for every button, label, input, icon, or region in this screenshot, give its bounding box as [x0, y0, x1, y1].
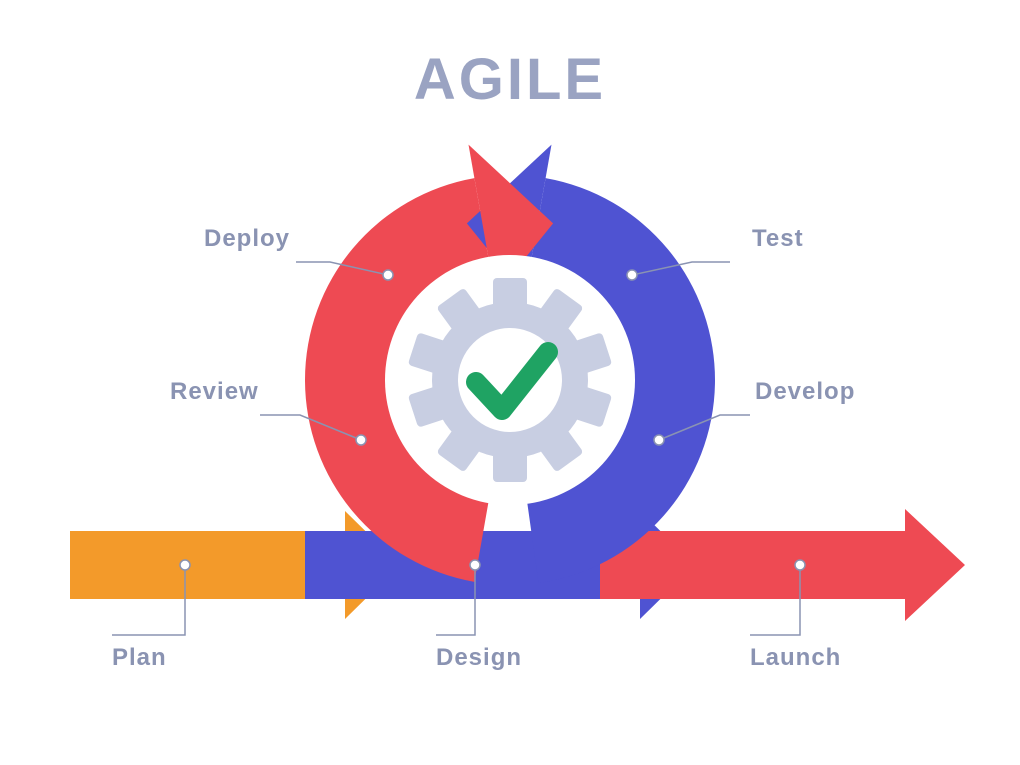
leader-dot-review [356, 435, 366, 445]
leader-dot-test [627, 270, 637, 280]
leader-dot-launch [795, 560, 805, 570]
agile-infographic: AGILE PlanDesignLaunchReviewDeployTestDe… [0, 0, 1020, 765]
label-test: Test [752, 225, 804, 253]
label-develop: Develop [755, 378, 855, 406]
leader-dot-design [470, 560, 480, 570]
label-design: Design [436, 644, 522, 672]
label-launch: Launch [750, 644, 841, 672]
leader-dot-deploy [383, 270, 393, 280]
leader-dot-develop [654, 435, 664, 445]
label-review: Review [170, 378, 259, 406]
label-deploy: Deploy [204, 225, 290, 253]
label-plan: Plan [112, 644, 167, 672]
leader-dot-plan [180, 560, 190, 570]
